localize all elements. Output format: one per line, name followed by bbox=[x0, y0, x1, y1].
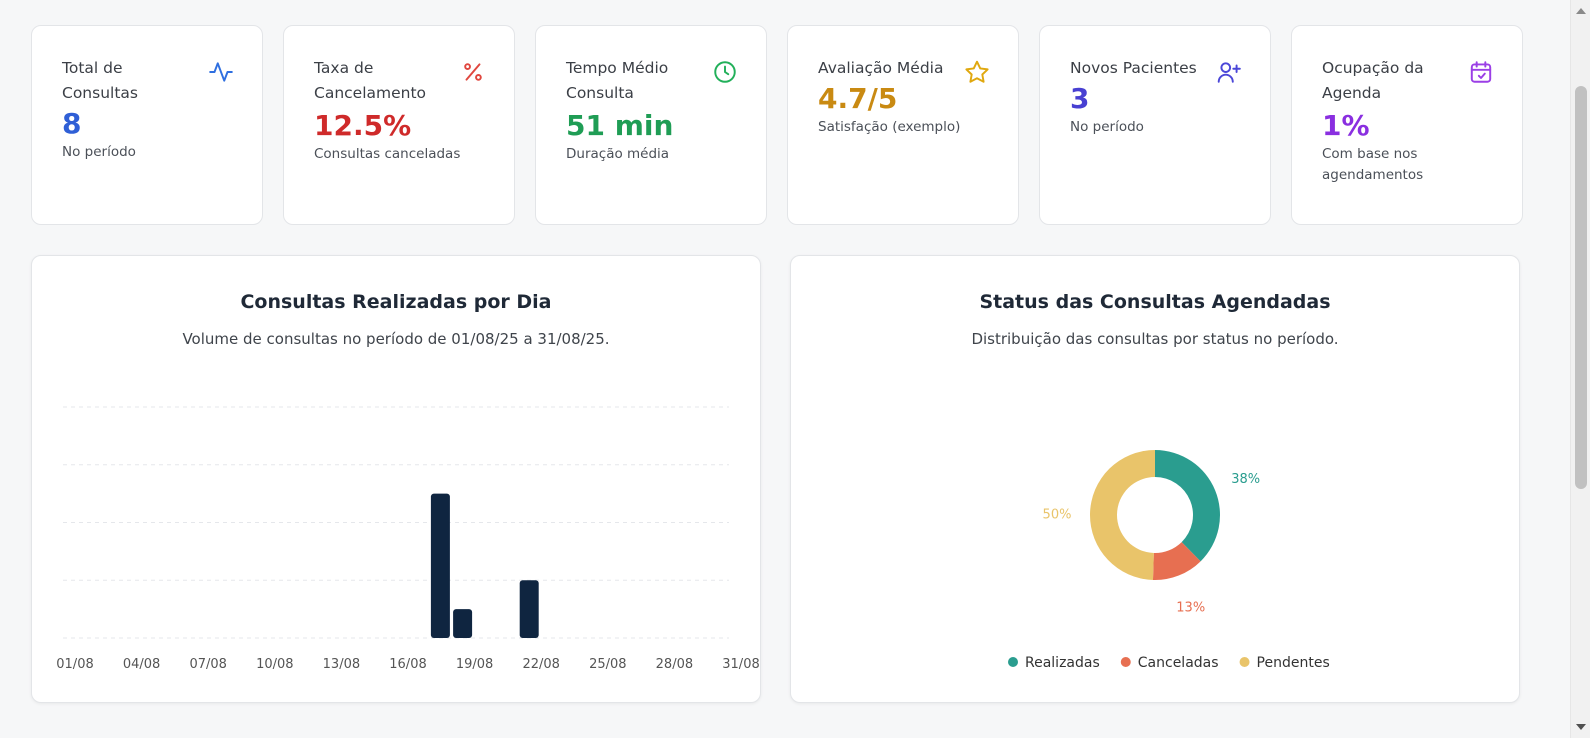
kpi-subtitle: Com base nos agendamentos bbox=[1322, 146, 1424, 183]
kpi-title: Novos Pacientes bbox=[1070, 59, 1197, 77]
donut-chart-title: Status das Consultas Agendadas bbox=[979, 291, 1331, 313]
kpi-title: Ocupação da Agenda bbox=[1322, 59, 1424, 102]
kpi-card-novos-pacientes: Novos Pacientes 3 No período bbox=[1039, 25, 1271, 225]
kpi-card-total-consultas: Total de Consultas 8 No período bbox=[31, 25, 263, 225]
vertical-scrollbar[interactable] bbox=[1570, 0, 1590, 738]
donut-chart-panel: Status das Consultas Agendadas Distribui… bbox=[790, 255, 1520, 703]
x-tick-label: 13/08 bbox=[323, 657, 360, 672]
x-tick-label: 22/08 bbox=[522, 657, 559, 672]
scrollbar-thumb[interactable] bbox=[1575, 86, 1587, 489]
clock-icon bbox=[712, 59, 738, 85]
x-tick-label: 07/08 bbox=[189, 657, 226, 672]
kpi-row: Total de Consultas 8 No período Taxa de … bbox=[31, 25, 1523, 225]
kpi-subtitle: No período bbox=[1070, 119, 1144, 135]
bar-chart-subtitle: Volume de consultas no período de 01/08/… bbox=[182, 330, 610, 348]
donut-slice-canceladas[interactable] bbox=[1152, 542, 1201, 580]
legend-swatch-canceladas bbox=[1120, 657, 1131, 667]
x-tick-label: 25/08 bbox=[589, 657, 626, 672]
kpi-value: 4.7/5 bbox=[818, 82, 898, 115]
bar-chart-panel: Consultas Realizadas por Dia Volume de c… bbox=[31, 255, 761, 703]
bar-chart-title: Consultas Realizadas por Dia bbox=[240, 291, 552, 313]
user-plus-icon bbox=[1216, 59, 1242, 85]
kpi-subtitle: Duração média bbox=[566, 146, 670, 162]
kpi-value: 3 bbox=[1070, 82, 1090, 115]
donut-label-realizadas: 38% bbox=[1231, 472, 1260, 487]
legend-label-realizadas[interactable]: Realizadas bbox=[1025, 655, 1100, 671]
kpi-subtitle: No período bbox=[62, 144, 136, 160]
scroll-down-arrow-icon[interactable] bbox=[1576, 724, 1586, 730]
bar-19-08[interactable] bbox=[453, 609, 473, 638]
x-tick-label: 31/08 bbox=[722, 657, 759, 672]
scroll-up-arrow-icon[interactable] bbox=[1576, 8, 1586, 14]
activity-icon bbox=[208, 59, 234, 85]
kpi-subtitle: Satisfação (exemplo) bbox=[818, 119, 961, 135]
donut-slice-pendentes[interactable] bbox=[1089, 450, 1155, 580]
x-tick-label: 16/08 bbox=[389, 657, 426, 672]
legend-swatch-pendentes bbox=[1239, 657, 1250, 667]
legend-label-canceladas[interactable]: Canceladas bbox=[1138, 655, 1219, 671]
kpi-title: Total de Consultas bbox=[62, 59, 138, 102]
kpi-card-ocupacao-agenda: Ocupação da Agenda 1% Com base nos agend… bbox=[1291, 25, 1523, 225]
kpi-card-taxa-cancelamento: Taxa de Cancelamento 12.5% Consultas can… bbox=[283, 25, 515, 225]
legend-swatch-realizadas bbox=[1008, 657, 1018, 667]
x-tick-label: 10/08 bbox=[256, 657, 293, 672]
legend-label-pendentes[interactable]: Pendentes bbox=[1257, 655, 1330, 671]
percent-icon bbox=[460, 59, 486, 85]
x-tick-label: 04/08 bbox=[123, 657, 160, 672]
x-tick-label: 19/08 bbox=[456, 657, 493, 672]
kpi-subtitle: Consultas canceladas bbox=[314, 146, 461, 162]
kpi-value: 1% bbox=[1322, 109, 1370, 142]
donut-label-canceladas: 13% bbox=[1176, 600, 1205, 615]
kpi-card-tempo-medio: Tempo Médio Consulta 51 min Duração médi… bbox=[535, 25, 767, 225]
bar-18-08[interactable] bbox=[430, 493, 450, 638]
kpi-title: Tempo Médio Consulta bbox=[566, 59, 669, 102]
kpi-value: 12.5% bbox=[314, 109, 412, 142]
donut-chart-subtitle: Distribuição das consultas por status no… bbox=[971, 330, 1339, 348]
donut-chart: 38% 13% 50% Realizadas Canceladas Pendentes bbox=[1008, 450, 1330, 671]
kpi-value: 8 bbox=[62, 107, 82, 140]
kpi-title: Avaliação Média bbox=[818, 59, 944, 77]
kpi-value: 51 min bbox=[566, 109, 674, 142]
kpi-card-avaliacao-media: Avaliação Média 4.7/5 Satisfação (exempl… bbox=[787, 25, 1019, 225]
donut-slice-realizadas[interactable] bbox=[1155, 450, 1220, 562]
bar-22-08[interactable] bbox=[519, 580, 539, 638]
calendar-check-icon bbox=[1468, 59, 1494, 85]
bar-chart: 01/08 04/08 07/08 10/08 13/08 16/08 19/08 22/08… bbox=[56, 406, 760, 672]
star-icon bbox=[964, 59, 990, 85]
x-tick-label: 01/08 bbox=[56, 657, 93, 672]
kpi-title: Taxa de Cancelamento bbox=[314, 59, 427, 102]
donut-label-pendentes: 50% bbox=[1043, 507, 1072, 522]
x-tick-label: 28/08 bbox=[656, 657, 693, 672]
